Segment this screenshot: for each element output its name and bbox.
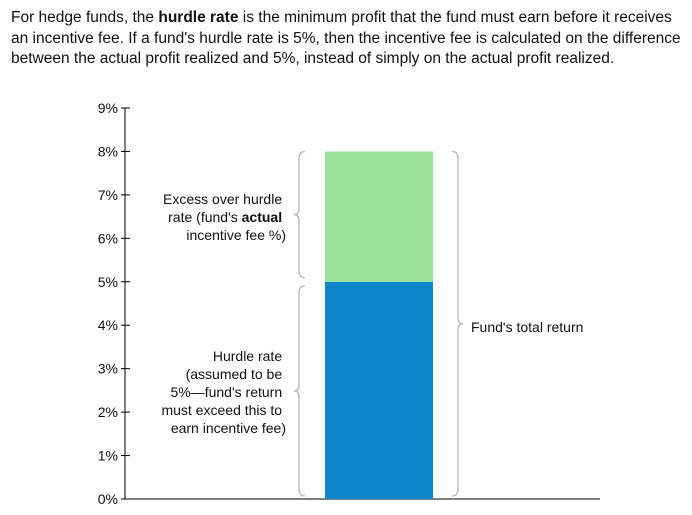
y-tick-label: 2%	[98, 404, 118, 420]
hurdle-bracket	[293, 285, 306, 497]
y-tick-label: 0%	[98, 491, 118, 507]
intro-bold-term: hurdle rate	[158, 9, 239, 26]
y-tick-label: 9%	[98, 100, 118, 116]
bracket-layer	[293, 150, 464, 497]
y-tick-label: 6%	[98, 230, 118, 246]
hurdle-annotation-line-1: Hurdle rate	[213, 348, 282, 364]
total-return-bracket	[451, 150, 464, 497]
total-return-annotation: Fund's total return	[471, 319, 583, 335]
excess-annotation-line-3: incentive fee %)	[186, 227, 286, 243]
y-tick-label: 8%	[98, 143, 118, 159]
bar-layer	[325, 151, 433, 499]
hurdle-annotation-line-4: must exceed this to	[161, 402, 282, 418]
y-tick-label: 7%	[98, 187, 118, 203]
intro-paragraph: For hedge funds, the hurdle rate is the …	[11, 8, 687, 70]
hurdle-annotation-line-2: (assumed to be	[186, 366, 283, 382]
intro-text-before: For hedge funds, the	[11, 9, 159, 26]
hurdle-annotation-line-3: 5%—fund's return	[170, 384, 282, 400]
excess-annotation: Excess over hurdle rate (fund's actual i…	[163, 191, 286, 243]
hurdle-annotation-line-5: earn incentive fee)	[171, 420, 286, 436]
hurdle-annotation: Hurdle rate (assumed to be 5%—fund's ret…	[161, 348, 286, 436]
bar-segment-1	[325, 281, 433, 499]
intro-text-after: is the minimum profit that the fund must…	[11, 9, 681, 67]
excess-bracket	[293, 150, 306, 279]
bar-segment-2	[325, 151, 433, 282]
excess-annotation-line-1: Excess over hurdle	[163, 191, 282, 207]
y-tick-label: 1%	[98, 448, 118, 464]
excess-annotation-bold-word: actual	[242, 209, 282, 225]
excess-annotation-line-2: rate (fund's actual	[168, 209, 282, 225]
y-tick-label: 3%	[98, 361, 118, 377]
y-tick-label: 4%	[98, 317, 118, 333]
y-tick-label: 5%	[98, 274, 118, 290]
